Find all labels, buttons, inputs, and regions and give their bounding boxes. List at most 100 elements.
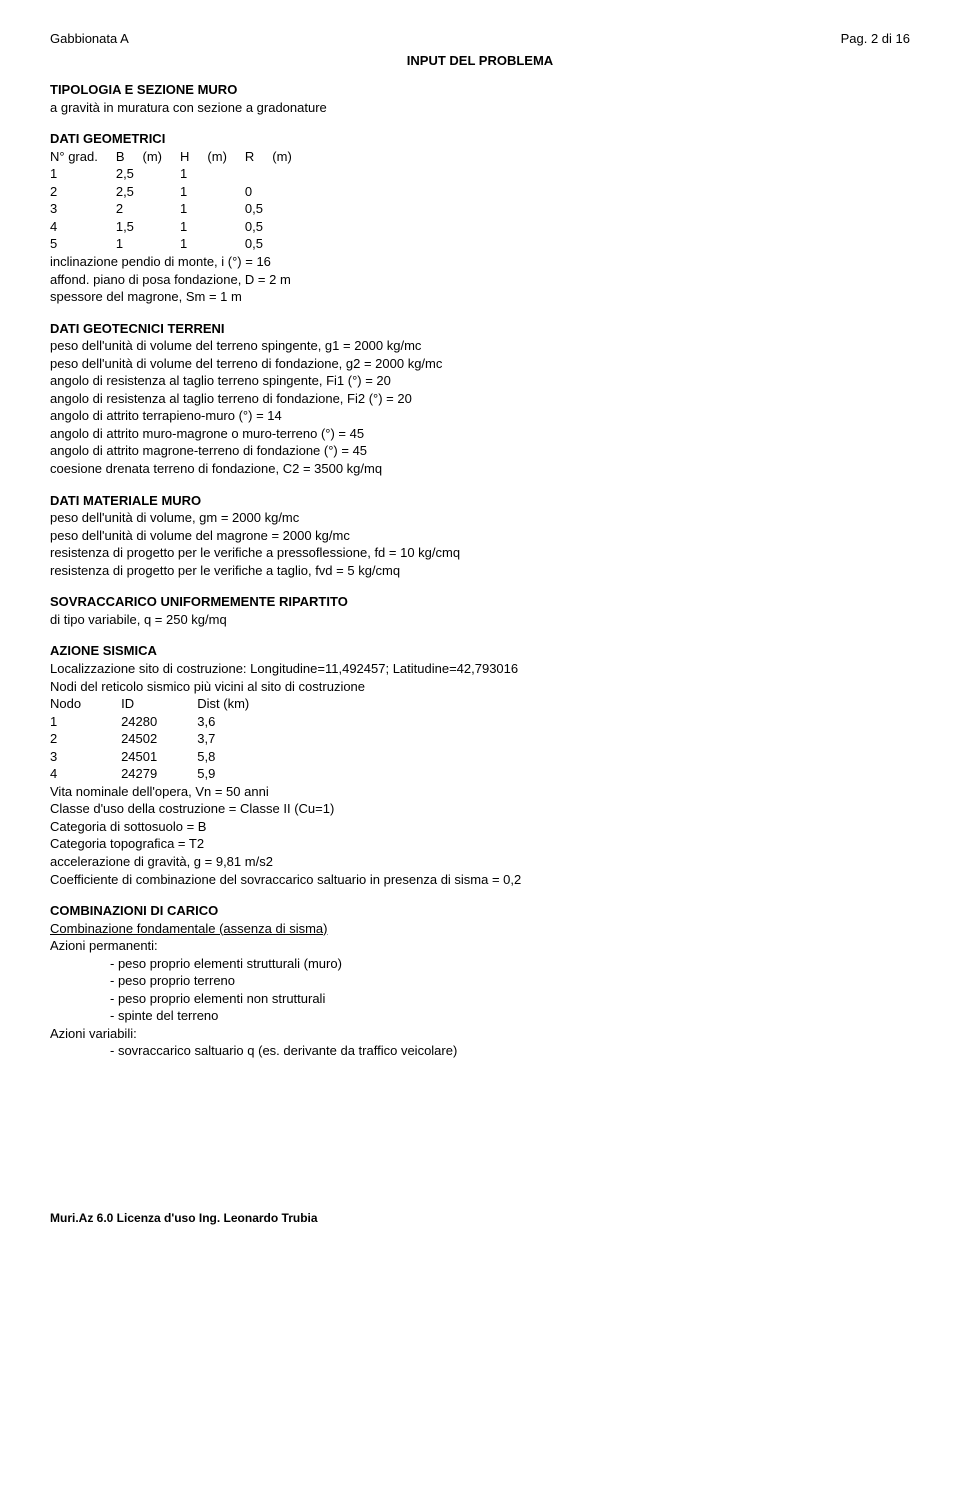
text-line: - spinte del terreno [110,1007,910,1025]
table-cell: 0,5 [245,218,310,236]
col-header: N° grad. [50,148,116,166]
sismica-reticolo: Nodi del reticolo sismico più vicini al … [50,678,910,696]
col-header: R [245,148,272,166]
table-cell: 2 [50,183,116,201]
col-header: (m) [207,148,245,166]
text-line: angolo di attrito terrapieno-muro (°) = … [50,407,910,425]
col-header: B [116,148,143,166]
table-cell: 5 [50,235,116,253]
col-header: ID [121,695,197,713]
text-line: accelerazione di gravità, g = 9,81 m/s2 [50,853,910,871]
table-row: 12,51 [50,165,310,183]
col-header: (m) [143,148,181,166]
geometrici-table: N° grad. B (m) H (m) R (m) 12,5122,51032… [50,148,310,253]
header-left: Gabbionata A [50,30,129,48]
table-row: 41,510,5 [50,218,310,236]
table-cell: 1 [180,183,245,201]
table-header-row: Nodo ID Dist (km) [50,695,267,713]
table-row: 2245023,7 [50,730,267,748]
text-line: - peso proprio elementi strutturali (mur… [110,955,910,973]
header-right: Pag. 2 di 16 [841,30,910,48]
text-line: angolo di resistenza al taglio terreno s… [50,372,910,390]
section-tipologia: TIPOLOGIA E SEZIONE MURO a gravità in mu… [50,81,910,116]
col-header: Nodo [50,695,121,713]
text-line: Coefficiente di combinazione del sovracc… [50,871,910,889]
text-line: - peso proprio elementi non strutturali [110,990,910,1008]
text-line: Categoria di sottosuolo = B [50,818,910,836]
tipologia-text: a gravità in muratura con sezione a grad… [50,99,910,117]
table-cell: 1 [180,165,245,183]
table-cell: 2,5 [116,183,180,201]
table-cell: 0,5 [245,235,310,253]
text-line: - peso proprio terreno [110,972,910,990]
text-line: angolo di attrito muro-magrone o muro-te… [50,425,910,443]
text-line: - sovraccarico saltuario q (es. derivant… [110,1042,910,1060]
text-line: Categoria topografica = T2 [50,835,910,853]
table-header-row: N° grad. B (m) H (m) R (m) [50,148,310,166]
table-cell: 24280 [121,713,197,731]
text-line: peso dell'unità di volume del terreno di… [50,355,910,373]
table-row: 5110,5 [50,235,310,253]
text-line: Vita nominale dell'opera, Vn = 50 anni [50,783,910,801]
geom-line: spessore del magrone, Sm = 1 m [50,288,910,306]
text-line: resistenza di progetto per le verifiche … [50,562,910,580]
combinazioni-heading: COMBINAZIONI DI CARICO [50,902,910,920]
table-row: 3245015,8 [50,748,267,766]
table-cell: 24502 [121,730,197,748]
text-line: Classe d'uso della costruzione = Classe … [50,800,910,818]
geotecnici-heading: DATI GEOTECNICI TERRENI [50,320,910,338]
table-cell: 3 [50,200,116,218]
section-sismica: AZIONE SISMICA Localizzazione sito di co… [50,642,910,888]
section-geotecnici: DATI GEOTECNICI TERRENI peso dell'unità … [50,320,910,478]
table-cell: 4 [50,218,116,236]
sismica-heading: AZIONE SISMICA [50,642,910,660]
section-combinazioni: COMBINAZIONI DI CARICO Combinazione fond… [50,902,910,1060]
table-cell: 1 [180,235,245,253]
table-cell: 1,5 [116,218,180,236]
text-line: angolo di attrito magrone-terreno di fon… [50,442,910,460]
sovraccarico-line: di tipo variabile, q = 250 kg/mq [50,611,910,629]
table-row: 3210,5 [50,200,310,218]
sovraccarico-heading: SOVRACCARICO UNIFORMEMENTE RIPARTITO [50,593,910,611]
geom-line: affond. piano di posa fondazione, D = 2 … [50,271,910,289]
geometrici-heading: DATI GEOMETRICI [50,130,910,148]
col-header: Dist (km) [197,695,267,713]
table-cell [245,165,310,183]
table-cell: 5,9 [197,765,267,783]
section-geometrici: DATI GEOMETRICI N° grad. B (m) H (m) R (… [50,130,910,305]
geom-line: inclinazione pendio di monte, i (°) = 16 [50,253,910,271]
table-row: 22,510 [50,183,310,201]
text-line: peso dell'unità di volume del magrone = … [50,527,910,545]
perm-label: Azioni permanenti: [50,937,910,955]
text-line: peso dell'unità di volume del terreno sp… [50,337,910,355]
table-cell: 1 [50,165,116,183]
section-sovraccarico: SOVRACCARICO UNIFORMEMENTE RIPARTITO di … [50,593,910,628]
page-header: Gabbionata A Pag. 2 di 16 [50,30,910,48]
table-cell: 1 [180,200,245,218]
table-cell: 1 [116,235,180,253]
table-cell: 24279 [121,765,197,783]
sismica-table: Nodo ID Dist (km) 1242803,62245023,73245… [50,695,267,783]
col-header: H [180,148,207,166]
text-line: angolo di resistenza al taglio terreno d… [50,390,910,408]
table-cell: 2 [116,200,180,218]
table-cell: 24501 [121,748,197,766]
table-row: 1242803,6 [50,713,267,731]
sismica-loc: Localizzazione sito di costruzione: Long… [50,660,910,678]
table-cell: 3,7 [197,730,267,748]
text-line: peso dell'unità di volume, gm = 2000 kg/… [50,509,910,527]
table-cell: 1 [50,713,121,731]
text-line: coesione drenata terreno di fondazione, … [50,460,910,478]
col-header: (m) [272,148,310,166]
table-cell: 3,6 [197,713,267,731]
table-cell: 3 [50,748,121,766]
table-row: 4242795,9 [50,765,267,783]
text-line: resistenza di progetto per le verifiche … [50,544,910,562]
table-cell: 1 [180,218,245,236]
table-cell: 0 [245,183,310,201]
materiale-heading: DATI MATERIALE MURO [50,492,910,510]
main-title: INPUT DEL PROBLEMA [50,52,910,70]
table-cell: 4 [50,765,121,783]
page-footer: Muri.Az 6.0 Licenza d'uso Ing. Leonardo … [50,1210,910,1226]
tipologia-heading: TIPOLOGIA E SEZIONE MURO [50,81,910,99]
